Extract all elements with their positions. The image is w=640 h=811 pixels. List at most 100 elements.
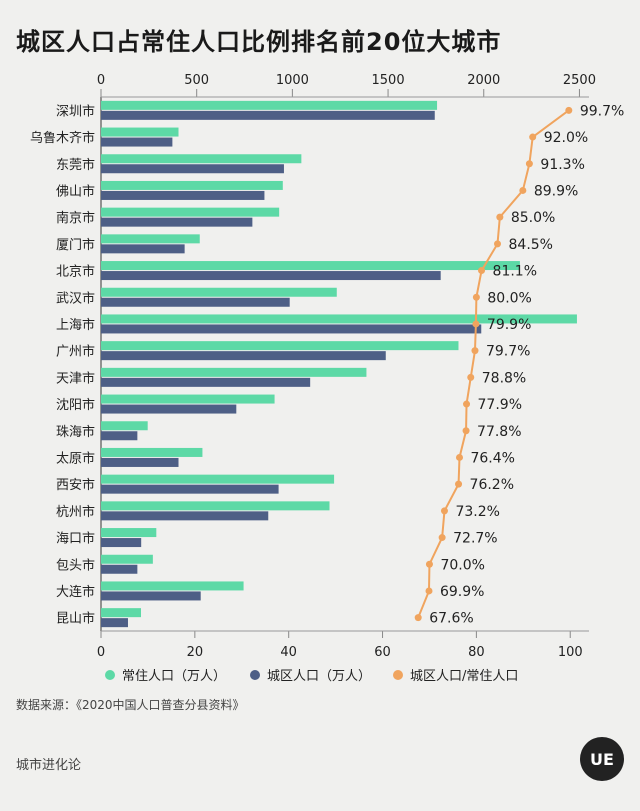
ratio-data-label: 92.0%	[544, 130, 588, 146]
bar-resident	[101, 100, 438, 110]
bar-urban	[101, 457, 179, 467]
bar-resident	[101, 554, 153, 564]
ratio-point	[467, 373, 475, 381]
bar-urban	[101, 324, 482, 334]
ratio-data-label: 67.6%	[429, 611, 473, 627]
top-tick-label: 500	[184, 73, 209, 88]
bar-resident	[101, 314, 577, 324]
ratio-data-label: 70.0%	[440, 557, 484, 573]
legend-label: 城区人口/常住人口	[410, 669, 518, 684]
top-tick-label: 2500	[563, 73, 596, 88]
ratio-data-label: 78.8%	[482, 370, 526, 386]
top-tick-label: 0	[97, 73, 105, 88]
ratio-point	[463, 400, 471, 408]
ratio-data-label: 69.9%	[440, 584, 484, 600]
ratio-point	[425, 560, 433, 568]
top-tick-label: 1500	[372, 73, 405, 88]
bottom-tick-label: 100	[558, 645, 583, 660]
category-label: 武汉市	[56, 290, 95, 306]
ratio-point	[478, 267, 486, 275]
category-label: 杭州市	[56, 504, 95, 520]
ratio-data-label: 91.3%	[540, 157, 584, 173]
ratio-point	[472, 320, 480, 328]
ratio-point	[425, 587, 433, 595]
bar-urban	[101, 164, 284, 174]
category-label: 佛山市	[56, 183, 95, 199]
ratio-point	[471, 347, 479, 355]
ratio-data-label: 84.5%	[509, 237, 553, 253]
category-label: 太原市	[56, 450, 95, 466]
category-label: 昆山市	[56, 611, 95, 627]
ratio-point	[455, 453, 463, 461]
bar-resident	[101, 394, 275, 404]
grid-lines	[100, 89, 589, 638]
ratio-data-label: 77.8%	[477, 424, 521, 440]
bottom-tick-label: 60	[374, 645, 391, 660]
ratio-point	[519, 186, 527, 194]
bar-resident	[101, 287, 337, 297]
category-label: 沈阳市	[56, 397, 95, 413]
ratio-point	[455, 480, 463, 488]
ratio-data-label: 80.0%	[487, 290, 531, 306]
bar-urban	[101, 404, 237, 414]
bar-urban	[101, 190, 265, 200]
legend-marker	[393, 670, 403, 680]
bar-resident	[101, 367, 367, 377]
brand-logo: UE	[580, 737, 624, 781]
ratio-point	[529, 133, 537, 141]
chart-title: 城区人口占常住人口比例排名前20位大城市	[16, 28, 502, 56]
top-axis: 0 500 1000 1500 2000 2500	[97, 73, 596, 88]
bar-urban	[101, 484, 279, 494]
ratio-point	[438, 534, 446, 542]
bar-resident	[101, 154, 302, 164]
bar-resident	[101, 207, 280, 217]
bar-resident	[101, 234, 200, 244]
bar-urban	[101, 511, 269, 521]
bar-urban	[101, 564, 138, 574]
bar-resident	[101, 474, 335, 484]
ratio-point	[462, 427, 470, 435]
bottom-tick-label: 20	[187, 645, 204, 660]
ratio-polyline	[417, 109, 570, 619]
bar-urban	[101, 297, 290, 307]
category-label: 广州市	[56, 344, 95, 360]
category-label: 厦门市	[56, 237, 95, 253]
bar-resident	[101, 581, 244, 591]
bar-resident	[101, 528, 157, 538]
legend-label: 常住人口（万人）	[122, 669, 226, 684]
bar-urban	[101, 377, 311, 387]
bar-resident	[101, 341, 459, 351]
bar-urban	[101, 618, 128, 628]
legend-label: 城区人口（万人）	[267, 669, 371, 684]
category-label: 东莞市	[56, 157, 95, 173]
ratio-data-label: 99.7%	[580, 103, 624, 119]
bar-urban	[101, 351, 386, 361]
ratio-data-label: 79.9%	[487, 317, 531, 333]
bar-urban	[101, 591, 201, 601]
ratio-point	[525, 160, 533, 168]
category-label: 北京市	[56, 264, 95, 280]
category-labels: 深圳市乌鲁木齐市东莞市佛山市南京市厦门市北京市武汉市上海市广州市天津市沈阳市珠海…	[30, 103, 95, 626]
bar-urban	[101, 110, 435, 120]
ratio-data-label: 79.7%	[486, 344, 530, 360]
category-label: 深圳市	[56, 103, 95, 119]
category-label: 上海市	[56, 317, 95, 333]
category-label: 南京市	[56, 210, 95, 226]
bottom-tick-label: 40	[280, 645, 297, 660]
ratio-data-label: 76.4%	[470, 450, 514, 466]
ratio-data-label: 81.1%	[493, 264, 537, 280]
bar-urban	[101, 271, 441, 281]
legend-marker	[250, 670, 260, 680]
ratio-point	[494, 240, 501, 248]
ratio-data-label: 76.2%	[470, 477, 514, 493]
brand-name: 城市进化论	[16, 758, 82, 773]
ratio-data-label: 77.9%	[478, 397, 522, 413]
bar-urban	[101, 538, 142, 548]
top-tick-label: 2000	[467, 73, 500, 88]
ratio-point	[496, 213, 504, 221]
category-label: 珠海市	[56, 424, 95, 440]
category-label: 天津市	[56, 370, 95, 386]
bar-line-chart: 0 500 1000 1500 2000 2500 0 20 40 60 80 100 深圳市乌鲁木…	[30, 73, 624, 684]
bar-resident	[101, 447, 203, 457]
category-label: 西安市	[56, 477, 95, 493]
